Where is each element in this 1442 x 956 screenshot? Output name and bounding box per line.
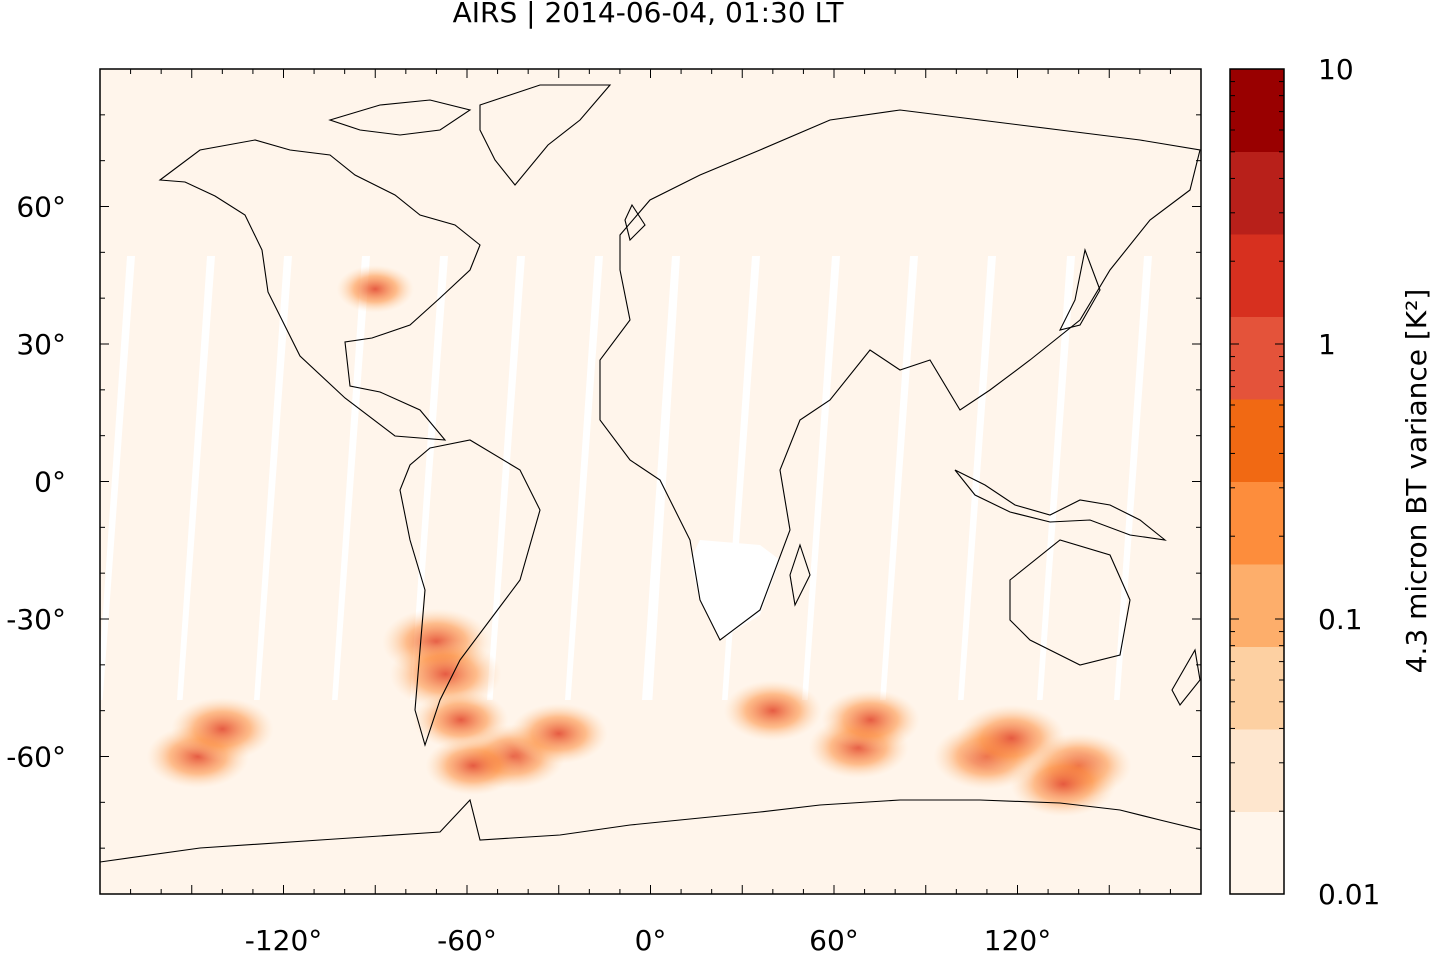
colorbar-block <box>1230 481 1284 565</box>
lon-tick-label: -120° <box>245 924 323 956</box>
colorbar-tick-marks <box>1230 81 1284 895</box>
lon-tick-label: -60° <box>437 924 497 956</box>
orbit-gap <box>690 540 780 640</box>
orbit-gap <box>487 256 525 700</box>
lat-tick-label: 0° <box>34 466 66 499</box>
colorbar-tick-label: 1 <box>1318 328 1336 361</box>
orbit-gap <box>177 256 215 700</box>
lat-tick-labels: 60° 30° 0° -30° -60° <box>6 191 66 774</box>
colorbar-frame <box>1229 68 1285 895</box>
map-panel: -120° -60° 0° 60° 120° 60° 30° 0° -30° -60° <box>6 68 1202 956</box>
variance-hotspot <box>723 680 822 741</box>
variance-hotspot <box>1010 751 1117 817</box>
coast-north-america <box>158 139 481 441</box>
coast-indonesia <box>954 469 1167 541</box>
orbit-gap <box>254 256 292 700</box>
lon-tick-label: 0° <box>635 924 667 956</box>
orbit-gap <box>410 256 448 700</box>
colorbar-block <box>1230 316 1284 400</box>
plot-title: AIRS | 2014-06-04, 01:30 LT <box>453 0 845 29</box>
coast-canadian-archipelago <box>328 99 472 136</box>
coast-new-zealand <box>1171 648 1201 706</box>
lon-tick-marks <box>99 69 1202 894</box>
orbit-gap <box>958 256 996 700</box>
lat-tick-label: -60° <box>6 741 66 774</box>
lat-tick-label: 60° <box>16 191 66 224</box>
colorbar-block <box>1230 564 1284 647</box>
coast-madagascar <box>789 543 811 607</box>
colorbar-block <box>1230 811 1284 895</box>
colorbar-block <box>1230 234 1284 317</box>
colorbar-block <box>1230 729 1284 812</box>
colorbar-tick-label: 10 <box>1318 53 1354 86</box>
coast-japan <box>1058 248 1101 331</box>
colorbar-block <box>1230 151 1284 235</box>
coast-antarctica <box>100 798 1201 863</box>
coast-south-america <box>399 439 541 747</box>
coast-eurasia-africa <box>599 109 1201 641</box>
colorbar-block <box>1230 646 1284 730</box>
colorbar-block <box>1230 399 1284 482</box>
variance-hotspots <box>146 265 1132 817</box>
variance-hotspot <box>509 703 608 764</box>
orbit-gap <box>332 256 370 700</box>
variance-hotspot <box>389 639 502 709</box>
variance-hotspot <box>336 265 414 313</box>
orbit-gap <box>100 256 135 700</box>
coast-uk <box>624 203 646 242</box>
variance-hotspot <box>425 736 521 795</box>
orbit-gap <box>802 256 840 700</box>
colorbar-label: 4.3 micron BT variance [K²] <box>1400 289 1433 674</box>
lat-tick-label: -30° <box>6 603 66 636</box>
lon-tick-labels: -120° -60° 0° 60° 120° <box>245 924 1052 956</box>
orbit-gap <box>1114 256 1152 700</box>
colorbar-tick-labels: 10 1 0.1 0.01 <box>1318 53 1380 911</box>
lat-tick-label: 30° <box>16 328 66 361</box>
colorbar-tick-label: 0.1 <box>1318 603 1363 636</box>
coast-greenland <box>479 84 612 186</box>
variance-hotspot <box>413 690 509 750</box>
colorbar-block <box>1230 69 1284 152</box>
coast-australia <box>1009 539 1131 666</box>
colorbar: 10 1 0.1 0.01 4.3 micron BT variance [K²] <box>1229 53 1433 911</box>
orbit-gap <box>1037 256 1075 700</box>
colorbar-tick-label: 0.01 <box>1318 878 1380 911</box>
lat-tick-marks <box>100 68 1201 895</box>
lon-tick-label: 60° <box>809 924 859 956</box>
colorbar-blocks <box>1230 69 1284 895</box>
orbit-gap <box>565 256 603 700</box>
lon-tick-label: 120° <box>984 924 1051 956</box>
coastlines <box>100 84 1201 863</box>
variance-hotspot <box>821 689 920 751</box>
orbit-gap <box>642 256 680 700</box>
variance-hotspot <box>171 697 274 761</box>
